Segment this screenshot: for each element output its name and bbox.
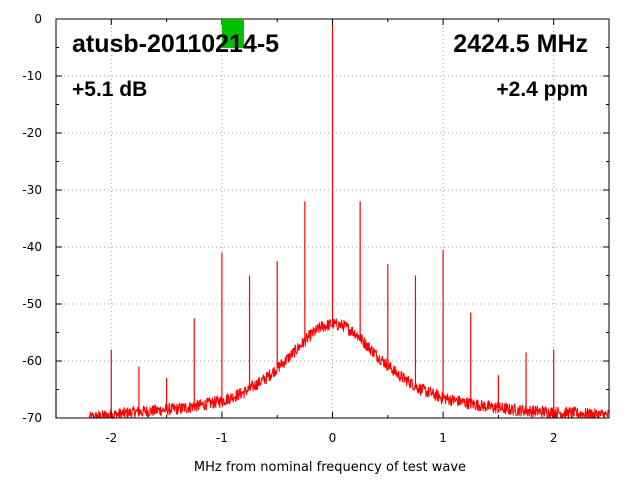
y-tick-label: -40 — [22, 240, 42, 254]
offset-label: +2.4 ppm — [496, 78, 588, 101]
x-tick-label: -1 — [216, 431, 228, 445]
axis-ticks — [55, 18, 610, 419]
device-label: atusb-20110214-5 — [72, 30, 279, 58]
x-tick-label: 1 — [439, 431, 447, 445]
y-tick-label: -20 — [22, 126, 42, 140]
x-tick-label: -2 — [105, 431, 117, 445]
y-tick-label: 0 — [34, 12, 42, 26]
noise-floor-trace — [88, 318, 610, 420]
tick-labels: -2 -1 0 1 20-10-20-30-40-50-60-70 — [22, 12, 557, 445]
channel-marker — [221, 19, 244, 48]
y-tick-label: -60 — [22, 354, 42, 368]
y-tick-label: -10 — [22, 69, 42, 83]
x-tick-label: 0 — [329, 431, 337, 445]
y-tick-label: -50 — [22, 297, 42, 311]
x-axis-label: MHz from nominal frequency of test wave — [194, 460, 466, 475]
frequency-label: 2424.5 MHz — [453, 30, 588, 58]
x-tick-label: 2 — [550, 431, 558, 445]
power-label: +5.1 dB — [72, 78, 147, 101]
y-tick-label: -30 — [22, 183, 42, 197]
y-tick-label: -70 — [22, 411, 42, 425]
